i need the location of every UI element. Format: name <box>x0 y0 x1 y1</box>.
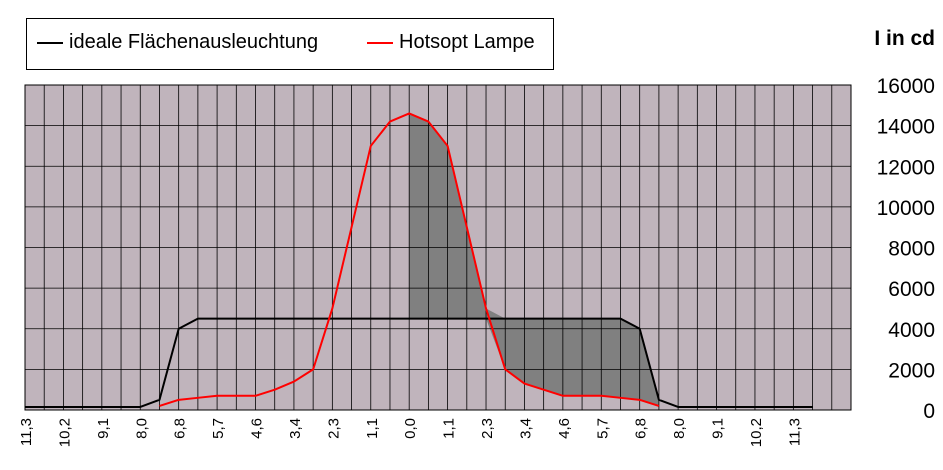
x-tick-label: 4,6 <box>556 418 573 439</box>
x-tick-label: 3,4 <box>517 418 534 439</box>
x-tick-label: 2,3 <box>479 418 496 439</box>
x-tick-label: 6,8 <box>172 418 189 439</box>
legend: ideale Flächenausleuchtung Hotsopt Lampe <box>26 18 554 70</box>
shaded-region <box>409 113 659 406</box>
legend-item-ideal: ideale Flächenausleuchtung <box>37 31 318 54</box>
legend-label-hotspot: Hotsopt Lampe <box>399 31 535 53</box>
series-line-hotspot <box>159 112 660 407</box>
legend-label-ideal: ideale Flächenausleuchtung <box>69 31 319 53</box>
series-line-ideal <box>25 317 813 408</box>
y-axis-unit-label: I in cd <box>874 27 935 50</box>
x-tick-label: 8,0 <box>133 418 150 439</box>
x-tick-label: 9,1 <box>95 418 112 439</box>
y-tick-label: 14000 <box>877 116 935 139</box>
x-tick-label: 11,3 <box>786 418 803 446</box>
x-tick-label: 9,1 <box>710 418 727 439</box>
x-tick-label: 8,0 <box>671 418 688 439</box>
y-tick-label: 8000 <box>888 238 935 261</box>
y-tick-label: 12000 <box>877 156 935 179</box>
shaded-area <box>409 113 659 406</box>
x-tick-label: 5,7 <box>594 418 611 439</box>
legend-swatch-ideal <box>37 41 63 44</box>
x-tick-label: 2,3 <box>325 418 342 439</box>
y-tick-label: 4000 <box>888 319 935 342</box>
x-tick-label: 1,1 <box>364 418 381 439</box>
x-tick-label: 4,6 <box>249 418 266 439</box>
plot-border <box>24 84 852 411</box>
x-tick-label: 0,0 <box>402 418 419 439</box>
y-tick-labels: 0 2000 4000 6000 8000 10000 12000 14000 16000 <box>877 75 935 423</box>
x-tick-label: 10,2 <box>748 418 765 447</box>
y-tick-label: 10000 <box>877 197 935 220</box>
x-tick-label: 3,4 <box>287 418 304 439</box>
x-tick-label: 5,7 <box>210 418 227 439</box>
x-tick-label: 11,3 <box>18 418 35 446</box>
x-tick-labels: 11,3 10,2 9,1 8,0 6,8 5,7 4,6 3,4 2,3 1,1 0,0 1,1 2,… <box>18 418 803 447</box>
legend-item-hotspot: Hotsopt Lampe <box>367 31 535 54</box>
x-tick-label: 1,1 <box>441 418 458 439</box>
y-tick-label: 16000 <box>877 75 935 98</box>
gridlines <box>24 84 852 411</box>
legend-swatch-hotspot <box>367 41 393 44</box>
y-tick-label: 0 <box>923 400 935 423</box>
x-tick-label: 6,8 <box>633 418 650 439</box>
x-tick-label: 10,2 <box>56 418 73 447</box>
series-lines <box>25 112 813 408</box>
y-tick-label: 6000 <box>888 278 935 301</box>
y-tick-label: 2000 <box>888 359 935 382</box>
